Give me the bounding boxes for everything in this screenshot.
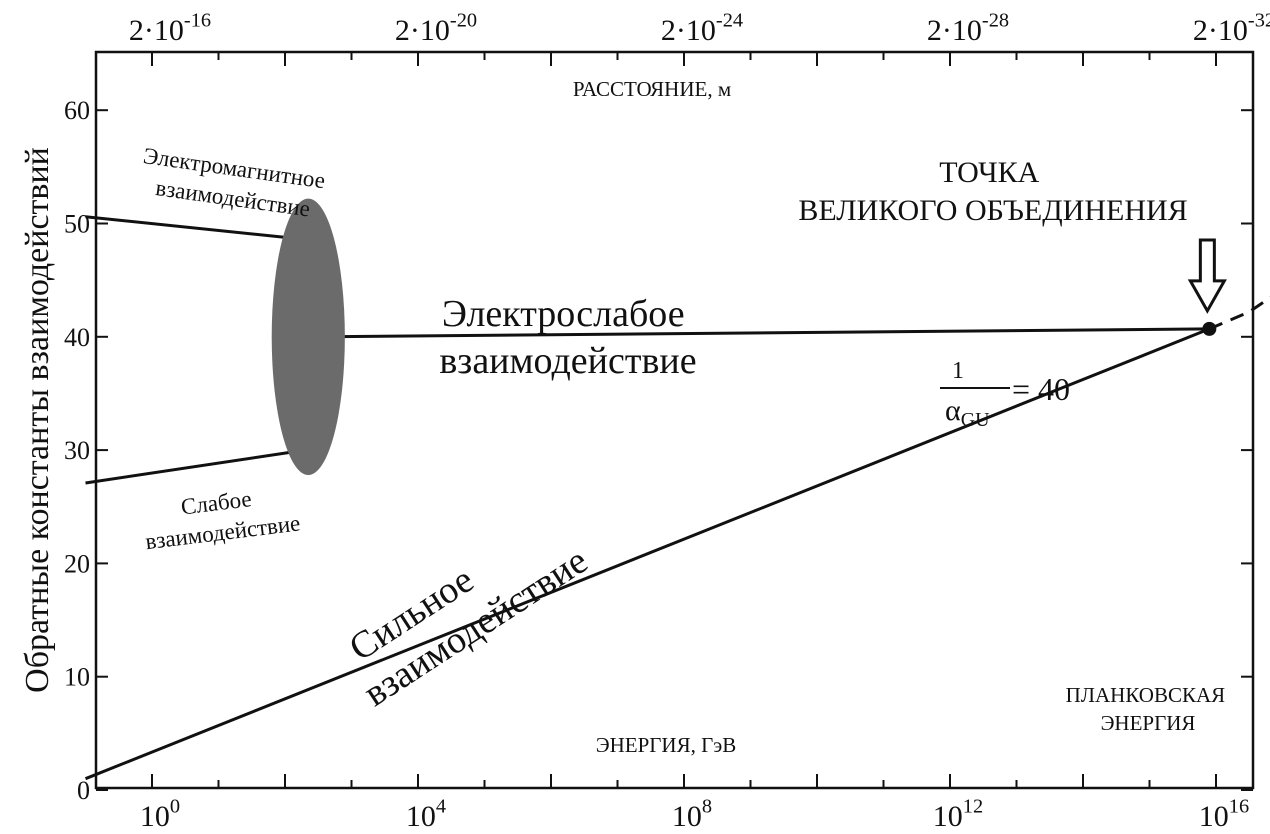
x-tick-label: 104 xyxy=(406,796,446,834)
planck-label-line1: ПЛАНКОВСКАЯ xyxy=(1066,683,1226,707)
y-tick-label: 50 xyxy=(64,210,90,239)
top-tick-labels: 2·10-162·10-202·10-242·10-282·10-322·10-… xyxy=(129,10,1270,48)
em-label: Электромагнитное взаимодействие xyxy=(138,143,333,224)
planck-label-line2: ЭНЕРГИЯ xyxy=(1101,711,1196,735)
gut-label: ТОЧКА ВЕЛИКОГО ОБЪЕДИНЕНИЯ xyxy=(798,156,1187,227)
x-tick-label-base: 10 xyxy=(672,800,702,833)
series-line-0 xyxy=(85,215,306,241)
alpha-subscript: GU xyxy=(961,409,990,431)
unification-region-ellipse xyxy=(271,198,345,476)
top-tick-label-exponent: -24 xyxy=(716,10,743,32)
plot-frame xyxy=(94,50,1255,790)
x-tick-label-base: 10 xyxy=(933,800,963,833)
top-tick-label-base: 2·10 xyxy=(395,14,450,47)
top-tick-label: 2·10-24 xyxy=(661,10,743,48)
planck-label: ПЛАНКОВСКАЯ ЭНЕРГИЯ xyxy=(1066,683,1231,735)
x-tick-label-base: 10 xyxy=(406,800,436,833)
y-axis-label: Обратные константы взаимодействий xyxy=(19,147,56,693)
top-tick-label: 2·10-28 xyxy=(927,10,1009,48)
electroweak-label: Электрослабое взаимодействие xyxy=(439,293,696,382)
x-tick-label-base: 10 xyxy=(140,800,170,833)
series-line-4 xyxy=(1208,295,1270,331)
top-tick-label-base: 2·10 xyxy=(927,14,982,47)
y-tick-label: 30 xyxy=(64,436,90,465)
top-axis-label: РАССТОЯНИЕ, м xyxy=(573,77,731,101)
y-tick-label: 60 xyxy=(64,96,90,125)
electroweak-label-line1: Электрослабое xyxy=(442,293,685,335)
top-tick-label: 2·10-32 xyxy=(1193,10,1270,48)
y-tick-label: 0 xyxy=(77,776,90,805)
y-tick-label: 10 xyxy=(64,663,90,692)
x-tick-label-exponent: 16 xyxy=(1229,796,1249,818)
series-line-1 xyxy=(85,448,306,485)
x-tick-label: 1012 xyxy=(933,796,983,834)
bottom-axis-label: ЭНЕРГИЯ, ГэВ xyxy=(596,733,737,757)
x-tick-label: 1016 xyxy=(1199,796,1249,834)
x-tick-label-exponent: 12 xyxy=(963,796,983,818)
y-tick-label: 40 xyxy=(64,323,90,352)
top-tick-label-exponent: -20 xyxy=(450,10,477,32)
y-tick-labels: 0 10 20 30 40 50 60 xyxy=(64,96,90,805)
strong-label: Сильное взаимодействие xyxy=(331,501,595,715)
top-tick-label-base: 2·10 xyxy=(129,14,184,47)
top-tick-label: 2·10-16 xyxy=(129,10,211,48)
x-tick-label: 108 xyxy=(672,796,712,834)
series-line-2 xyxy=(324,327,1210,339)
top-tick-label-base: 2·10 xyxy=(661,14,716,47)
x-tick-label-exponent: 0 xyxy=(170,796,180,818)
alpha-gu-formula: 1 αGU = 40 xyxy=(940,358,1070,431)
top-tick-label-exponent: -32 xyxy=(1248,10,1270,32)
top-tick-label-exponent: -28 xyxy=(982,10,1009,32)
alpha-numerator: 1 xyxy=(952,358,964,384)
weak-label-line1: Слабое xyxy=(180,486,253,519)
axis-ticks xyxy=(96,52,1253,791)
weak-label-line2: взаимодействие xyxy=(144,510,302,554)
alpha-symbol: α xyxy=(945,394,961,427)
alpha-value: = 40 xyxy=(1012,371,1070,407)
top-tick-label-base: 2·10 xyxy=(1193,14,1248,47)
x-tick-labels: 100104108101210161020 xyxy=(140,796,1249,834)
x-tick-label-exponent: 8 xyxy=(702,796,712,818)
gut-label-line2: ВЕЛИКОГО ОБЪЕДИНЕНИЯ xyxy=(798,194,1187,227)
electroweak-label-line2: взаимодействие xyxy=(439,340,696,382)
top-tick-label: 2·10-20 xyxy=(395,10,477,48)
series-group xyxy=(84,215,1270,781)
alpha-denominator: αGU xyxy=(945,394,990,431)
unification-arrow-icon xyxy=(1187,238,1227,314)
x-tick-label-exponent: 4 xyxy=(436,796,446,818)
weak-label: Слабое взаимодействие xyxy=(140,481,301,555)
gut-label-line1: ТОЧКА xyxy=(939,156,1039,189)
top-tick-label-exponent: -16 xyxy=(184,10,211,32)
y-tick-label: 20 xyxy=(64,549,90,578)
x-tick-label: 100 xyxy=(140,796,180,834)
unification-point xyxy=(1202,321,1217,336)
x-tick-label-base: 10 xyxy=(1199,800,1229,833)
series-line-3 xyxy=(84,327,1210,781)
